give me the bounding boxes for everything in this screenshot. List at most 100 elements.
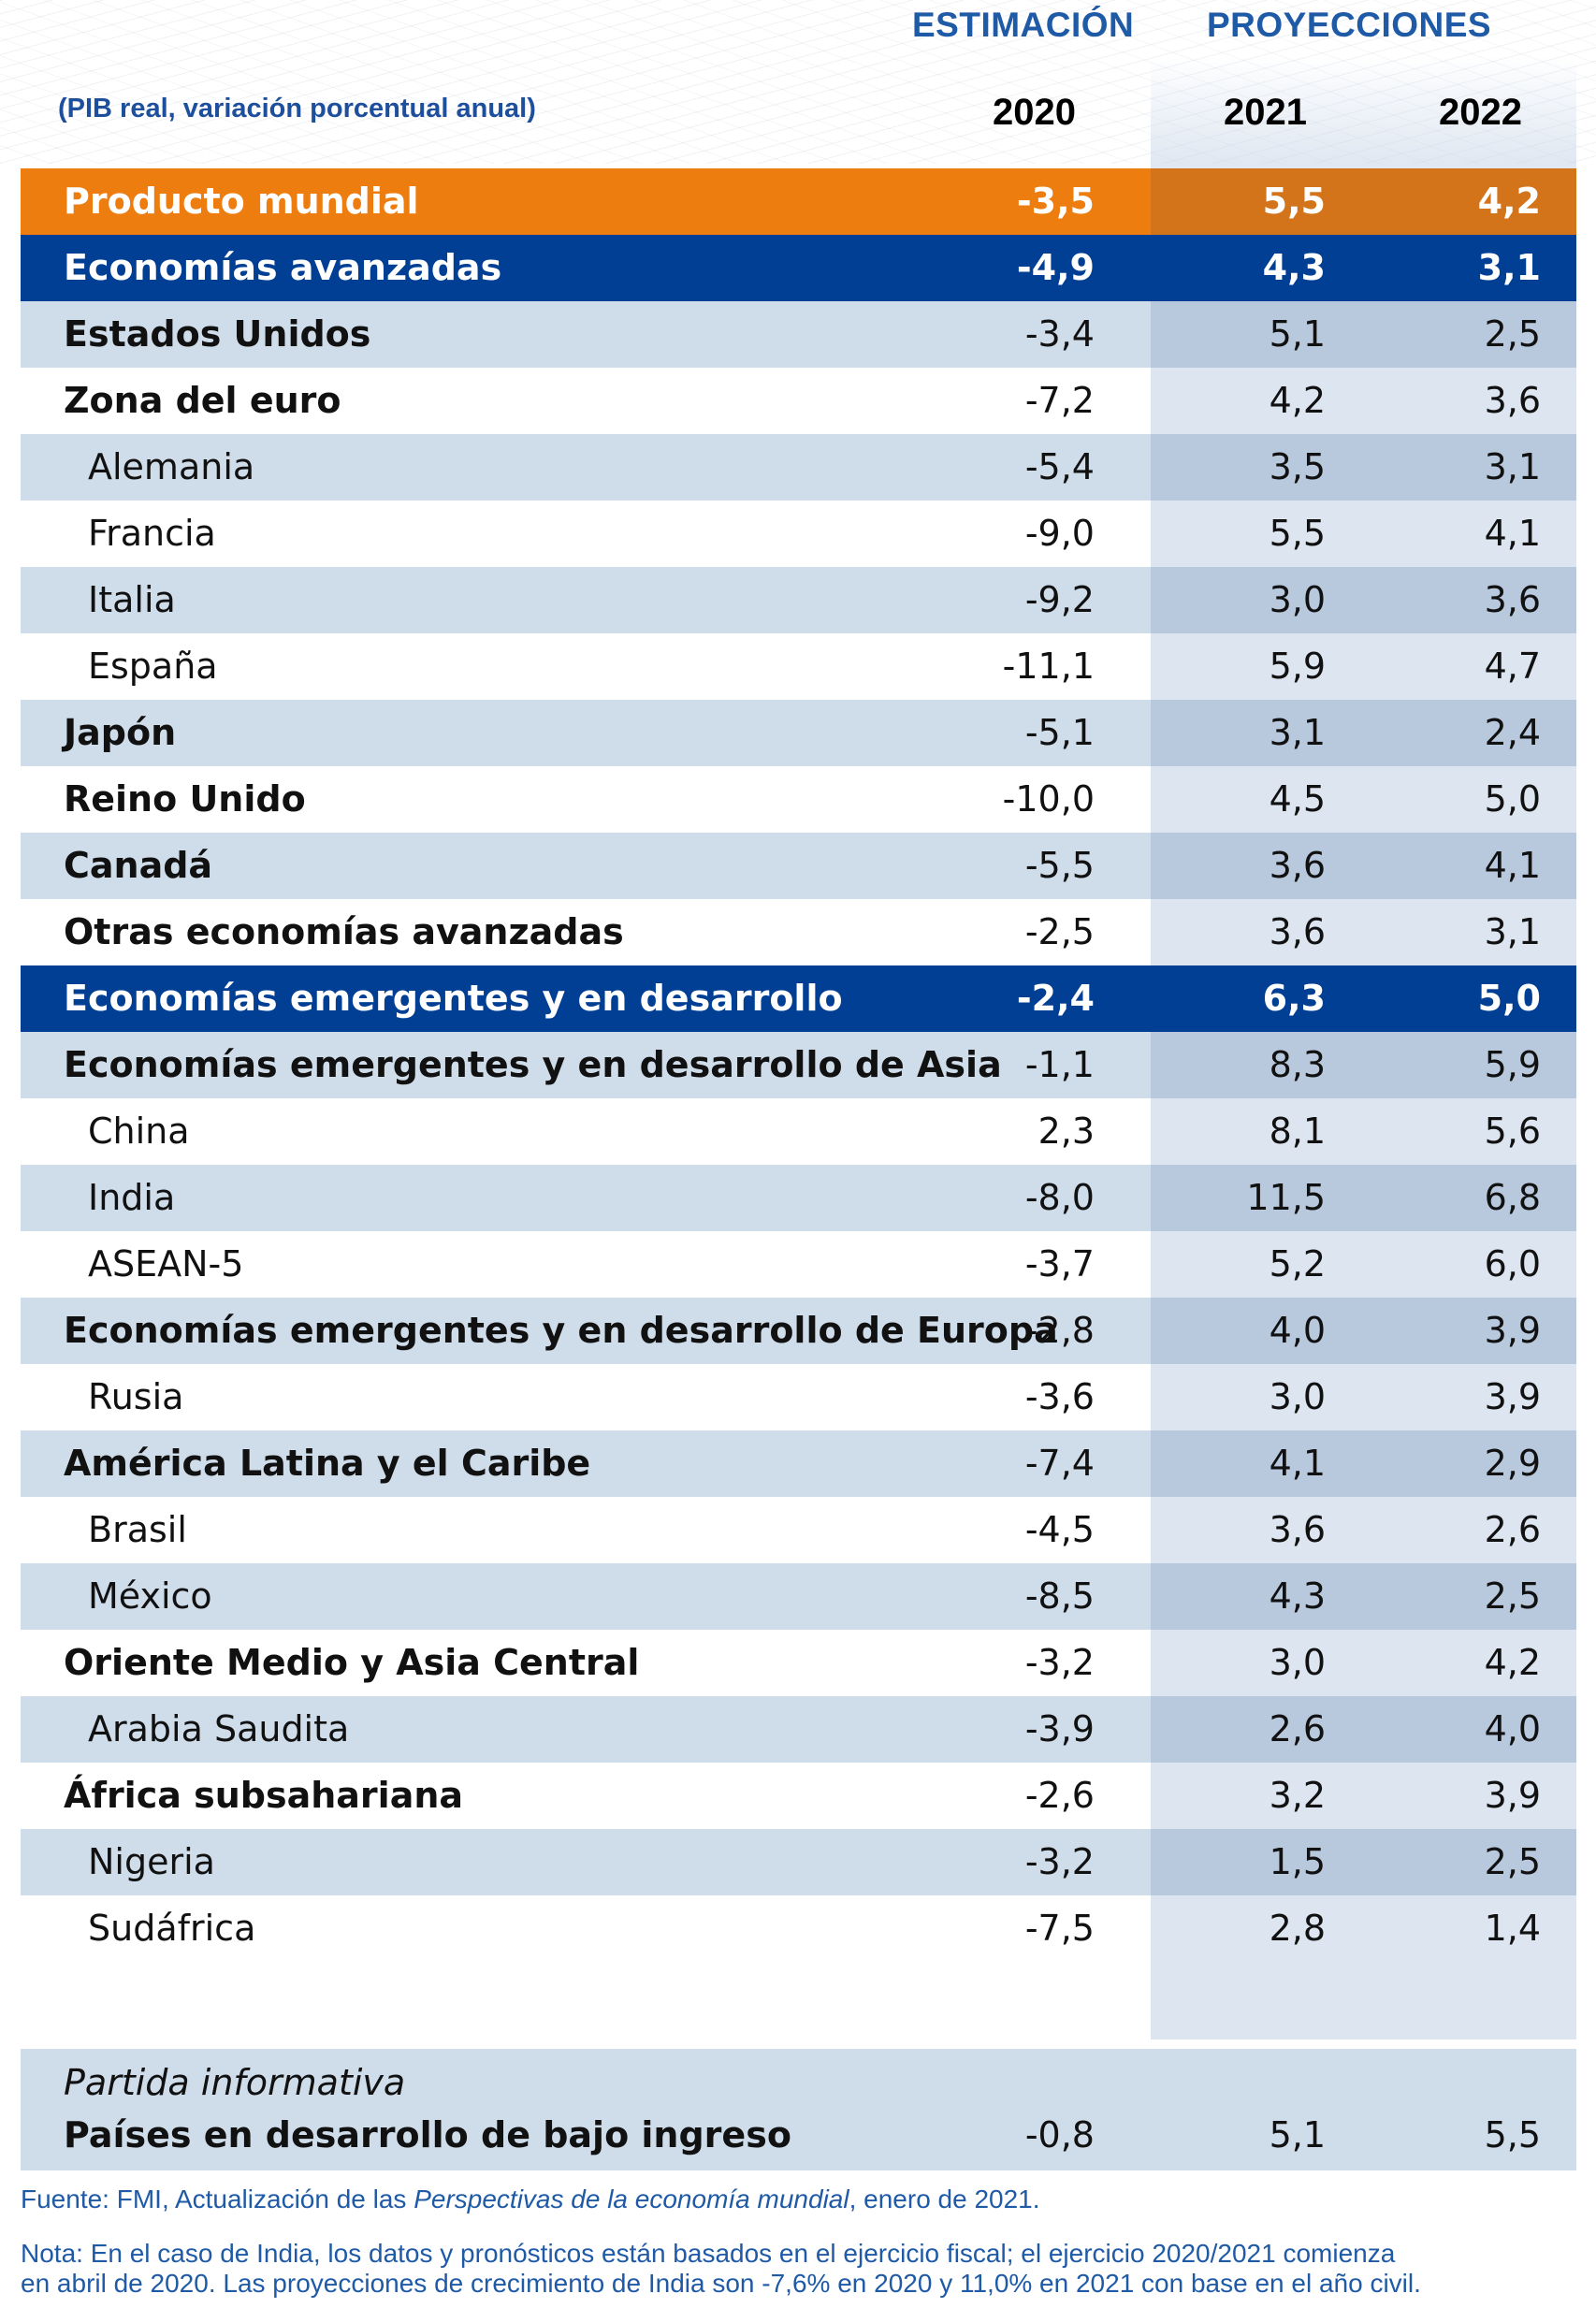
value-2022: 5,0 xyxy=(1477,978,1541,1019)
row-label: Nigeria xyxy=(88,1841,215,1882)
table-row: Brasil -4,5 3,6 2,6 xyxy=(21,1497,1576,1563)
value-2021: 3,5 xyxy=(1269,446,1326,487)
value-2020: -3,4 xyxy=(1024,313,1095,355)
projection-cell-bg xyxy=(1151,1829,1576,1895)
value-2022: 4,0 xyxy=(1484,1708,1541,1749)
value-2020: -10,0 xyxy=(1002,778,1095,820)
row-label: Reino Unido xyxy=(64,778,306,820)
value-2021: 4,3 xyxy=(1269,1575,1326,1617)
value-2021: 2,6 xyxy=(1269,1708,1326,1749)
row-label: Italia xyxy=(88,579,176,620)
value-2021: 3,6 xyxy=(1269,1509,1326,1550)
projection-cell-bg xyxy=(1151,301,1576,368)
value-2021: 3,2 xyxy=(1269,1775,1326,1816)
value-2022: 3,1 xyxy=(1484,446,1541,487)
value-2022: 2,5 xyxy=(1484,1841,1541,1882)
value-2022: 6,8 xyxy=(1484,1177,1541,1218)
value-2021: 3,1 xyxy=(1269,712,1326,753)
value-2020: -3,2 xyxy=(1024,1642,1095,1683)
value-2020: -2,5 xyxy=(1024,911,1095,952)
value-2021: 6,3 xyxy=(1262,978,1326,1019)
value-2021: 2,8 xyxy=(1269,1908,1326,1949)
projection-cell-bg xyxy=(1151,833,1576,899)
table-row: Economías emergentes y en desarrollo de … xyxy=(21,1032,1576,1098)
table-row: Canadá -5,5 3,6 4,1 xyxy=(21,833,1576,899)
table-row: India -8,0 11,5 6,8 xyxy=(21,1165,1576,1231)
table-row: Economías emergentes y en desarrollo de … xyxy=(21,1298,1576,1364)
proyecciones-heading: PROYECCIONES xyxy=(1207,6,1492,44)
value-2022: 5,6 xyxy=(1484,1110,1541,1152)
row-label: Arabia Saudita xyxy=(88,1708,350,1749)
table-row: Otras economías avanzadas -2,5 3,6 3,1 xyxy=(21,899,1576,965)
source-suffix: , enero de 2021. xyxy=(849,2185,1040,2214)
table-row: Oriente Medio y Asia Central -3,2 3,0 4,2 xyxy=(21,1630,1576,1696)
value-2021: 3,6 xyxy=(1269,911,1326,952)
value-2021: 5,5 xyxy=(1262,181,1326,222)
value-2022: 4,1 xyxy=(1484,845,1541,886)
value-2020: -4,5 xyxy=(1024,1509,1095,1550)
value-2021: 11,5 xyxy=(1246,1177,1326,1218)
row-label: China xyxy=(88,1110,190,1152)
value-2020: 2,3 xyxy=(1037,1110,1095,1152)
value-2020: -8,0 xyxy=(1024,1177,1095,1218)
row-label: Economías emergentes y en desarrollo de … xyxy=(64,1044,1002,1085)
projection-cell-bg xyxy=(1151,1298,1576,1364)
row-label: México xyxy=(88,1575,212,1617)
value-2021: 4,3 xyxy=(1262,247,1326,288)
projection-cell-bg xyxy=(1151,1430,1576,1497)
value-2020: -9,2 xyxy=(1024,579,1095,620)
table-row: Reino Unido -10,0 4,5 5,0 xyxy=(21,766,1576,833)
value-2021: 5,9 xyxy=(1269,646,1326,687)
value-2022: 3,1 xyxy=(1484,911,1541,952)
table-row: Estados Unidos -3,4 5,1 2,5 xyxy=(21,301,1576,368)
value-2022: 4,1 xyxy=(1484,513,1541,554)
value-2022: 4,7 xyxy=(1484,646,1541,687)
row-label: África subsahariana xyxy=(64,1775,464,1816)
value-2021: 3,0 xyxy=(1269,1642,1326,1683)
value-2021: 3,0 xyxy=(1269,1376,1326,1417)
projection-cell-bg xyxy=(1151,567,1576,633)
value-2021: 4,1 xyxy=(1269,1443,1326,1484)
value-2020: -5,5 xyxy=(1024,845,1095,886)
table-row: Economías avanzadas -4,9 4,3 3,1 xyxy=(21,235,1576,301)
value-2021: 3,0 xyxy=(1269,579,1326,620)
value-2020: -3,9 xyxy=(1024,1708,1095,1749)
value-2020: -11,1 xyxy=(1002,646,1095,687)
estimacion-heading: ESTIMACIÓN xyxy=(912,6,1135,44)
value-2021: 8,1 xyxy=(1269,1110,1326,1152)
source-publication: Perspectivas de la economía mundial xyxy=(414,2185,849,2214)
row-label: Economías emergentes y en desarrollo xyxy=(64,978,843,1019)
table-row: Arabia Saudita -3,9 2,6 4,0 xyxy=(21,1696,1576,1763)
row-label: Sudáfrica xyxy=(88,1908,256,1949)
source-prefix: Fuente: FMI, Actualización de las xyxy=(21,2185,414,2214)
value-2022: 5,0 xyxy=(1484,778,1541,820)
note-line-1: Nota: En el caso de India, los datos y p… xyxy=(21,2239,1396,2268)
value-2020: -5,4 xyxy=(1024,446,1095,487)
table-row: Producto mundial -3,5 5,5 4,2 xyxy=(21,168,1576,235)
row-label: Japón xyxy=(64,712,177,753)
memo-title: Partida informativa xyxy=(64,2062,406,2103)
row-label: España xyxy=(88,646,218,687)
value-2021: 8,3 xyxy=(1269,1044,1326,1085)
value-2022: 3,9 xyxy=(1484,1376,1541,1417)
year-2022-header: 2022 xyxy=(1439,92,1522,133)
table-row: Sudáfrica -7,5 2,8 1,4 xyxy=(21,1895,1576,1962)
value-2022: 3,6 xyxy=(1484,579,1541,620)
value-2020: -8,5 xyxy=(1024,1575,1095,1617)
year-2020-header: 2020 xyxy=(993,92,1076,133)
projection-cell-bg xyxy=(1151,1032,1576,1098)
table-row: Economías emergentes y en desarrollo -2,4… xyxy=(21,965,1576,1032)
value-2021: 5,2 xyxy=(1269,1243,1326,1285)
row-label: Rusia xyxy=(88,1376,184,1417)
value-2020: -1,1 xyxy=(1024,1044,1095,1085)
projection-cell-bg xyxy=(1151,700,1576,766)
value-2021: 4,2 xyxy=(1269,380,1326,421)
value-2022: 3,6 xyxy=(1484,380,1541,421)
value-2022: 2,4 xyxy=(1484,712,1541,753)
row-label: ASEAN-5 xyxy=(88,1243,244,1285)
value-2022: 4,2 xyxy=(1484,1642,1541,1683)
table-row: Italia -9,2 3,0 3,6 xyxy=(21,567,1576,633)
row-label: Economías avanzadas xyxy=(64,247,502,288)
value-2021: 1,5 xyxy=(1269,1841,1326,1882)
value-2020: -2,8 xyxy=(1024,1310,1095,1351)
